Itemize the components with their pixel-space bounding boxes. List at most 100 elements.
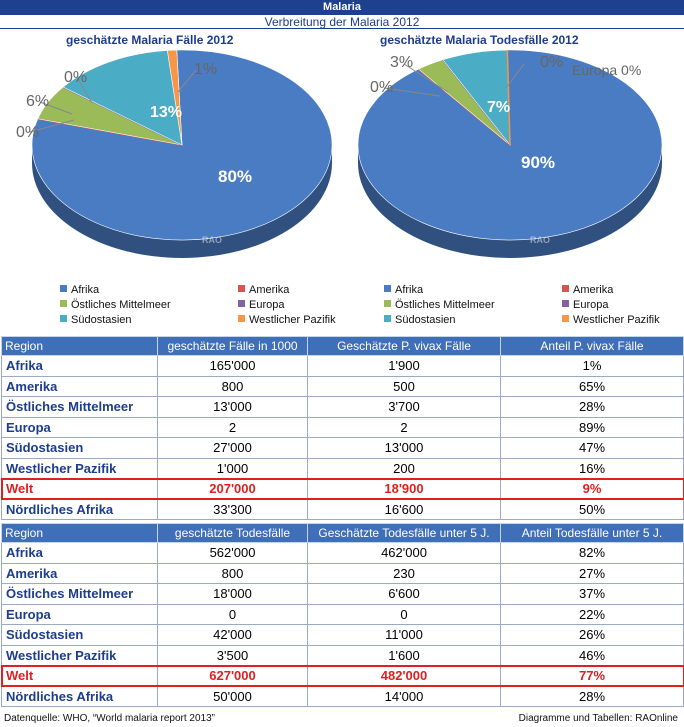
table-header-cell: Region bbox=[1, 523, 158, 543]
table-row: Amerika 800 230 27% bbox=[1, 562, 684, 584]
table-cell: 77% bbox=[500, 665, 684, 687]
table-cell: 800 bbox=[157, 375, 308, 397]
table-row: Welt 207'000 18'900 9% bbox=[0, 477, 684, 500]
table-row: Nördliches Afrika 50'000 14'000 28% bbox=[1, 685, 684, 707]
table-cell: Östliches Mittelmeer bbox=[1, 583, 158, 605]
legend-item-afrika: Afrika bbox=[60, 284, 99, 297]
table-cell: 82% bbox=[500, 542, 684, 564]
pie-slice-westlicher-pazifik bbox=[167, 49, 183, 146]
table-cell: 50% bbox=[500, 498, 684, 520]
page-subtitle: Verbreitung der Malaria 2012 bbox=[0, 15, 684, 29]
table-cell: 18'900 bbox=[307, 478, 501, 500]
table-cell: 13'000 bbox=[307, 437, 501, 459]
legend-label: Westlicher Pazifik bbox=[249, 314, 336, 326]
table-cell: 562'000 bbox=[157, 542, 308, 564]
data-label-stliches-mittelmeer: 6% bbox=[26, 93, 49, 110]
table-cell: 13'000 bbox=[157, 396, 308, 418]
table-header-cell: geschätzte Todesfälle bbox=[157, 523, 308, 543]
table-cell: 47% bbox=[500, 437, 684, 459]
data-label-europa: Europa 0% bbox=[572, 62, 641, 78]
table-cell: 27% bbox=[500, 562, 684, 584]
table-cell: 3'500 bbox=[157, 644, 308, 666]
table-cell: 11'000 bbox=[307, 624, 501, 646]
pie-deaths: RAO 90% 0% 3% Europa 0% 7% 0% bbox=[357, 49, 663, 258]
legend-label: Westlicher Pazifik bbox=[573, 314, 660, 326]
table-cell: Südostasien bbox=[1, 624, 158, 646]
legend-swatch bbox=[238, 315, 245, 322]
table-cell: 462'000 bbox=[307, 542, 501, 564]
table-cell: 500 bbox=[307, 375, 501, 397]
data-label-stliches-mittelmeer: 3% bbox=[390, 54, 413, 71]
table-cell: 1% bbox=[500, 355, 684, 377]
table-cell: 2 bbox=[307, 416, 501, 438]
table-header-cell: geschätzte Fälle in 1000 bbox=[157, 336, 308, 356]
legend-item-westlicher-pazifik: Westlicher Pazifik bbox=[562, 314, 660, 327]
table-row: Östliches Mittelmeer 18'000 6'600 37% bbox=[1, 583, 684, 605]
legend-item-amerika: Amerika bbox=[562, 284, 613, 297]
legend-label: Europa bbox=[573, 299, 609, 311]
table-cell: 6'600 bbox=[307, 583, 501, 605]
table-header-cell: Anteil P. vivax Fälle bbox=[500, 336, 684, 356]
table-cell: 3'700 bbox=[307, 396, 501, 418]
table-cell: 800 bbox=[157, 562, 308, 584]
legend-item-stliches-mittelmeer: Östliches Mittelmeer bbox=[60, 299, 171, 312]
pie-charts: RAO 80% 0% 6% 0% 13% 1% RAO 90% 0% 3% Europa 0% 7% 0% bbox=[16, 49, 663, 258]
leader-line bbox=[39, 101, 73, 115]
table-cell: 26% bbox=[500, 624, 684, 646]
table-cell: Südostasien bbox=[1, 437, 158, 459]
table-row: Westlicher Pazifik 3'500 1'600 46% bbox=[1, 644, 684, 666]
leader-line bbox=[177, 69, 197, 93]
legend-item-europa: Europa bbox=[562, 299, 608, 312]
table-cell: 28% bbox=[500, 685, 684, 707]
legend-label: Südostasien bbox=[395, 314, 456, 326]
leader-line bbox=[383, 87, 441, 97]
table-cell: 16'600 bbox=[307, 498, 501, 520]
table-row: Nördliches Afrika 33'300 16'600 50% bbox=[1, 498, 684, 520]
pie-cases-title: geschätzte Malaria Fälle 2012 bbox=[66, 33, 234, 47]
table-row: Europa 0 0 22% bbox=[1, 603, 684, 625]
legend-label: Östliches Mittelmeer bbox=[71, 299, 171, 311]
legend-label: Afrika bbox=[395, 284, 424, 296]
legend-item-europa: Europa bbox=[238, 299, 284, 312]
table-cell: 0 bbox=[157, 603, 308, 625]
data-label-westlicher-pazifik: 1% bbox=[194, 61, 217, 78]
table-cases: Region geschätzte Fälle in 1000 Geschätzte… bbox=[0, 336, 684, 520]
legend-label: Europa bbox=[249, 299, 285, 311]
data-label-s-dostasien: 7% bbox=[487, 99, 510, 116]
table-cell: Nördliches Afrika bbox=[1, 685, 158, 707]
watermark: RAO bbox=[202, 235, 222, 245]
legend-label: Amerika bbox=[573, 284, 614, 296]
legend-swatch bbox=[384, 300, 391, 307]
table-cell: 37% bbox=[500, 583, 684, 605]
table-cell: 33'300 bbox=[157, 498, 308, 520]
table-row: Südostasien 42'000 11'000 26% bbox=[1, 624, 684, 646]
legend-swatch bbox=[562, 285, 569, 292]
table-row: Welt 627'000 482'000 77% bbox=[0, 664, 684, 687]
table-cell: Welt bbox=[1, 478, 158, 500]
leader-line bbox=[403, 63, 449, 93]
table-cell: Welt bbox=[1, 665, 158, 687]
table-header-cell: Geschätzte P. vivax Fälle bbox=[307, 336, 501, 356]
pie-cases-legend: Afrika Amerika Östliches Mittelmeer Europa S… bbox=[60, 284, 360, 329]
table-cell: 9% bbox=[500, 478, 684, 500]
table-cell: 230 bbox=[307, 562, 501, 584]
legend-item-s-dostasien: Südostasien bbox=[60, 314, 132, 327]
table-cell: Nördliches Afrika bbox=[1, 498, 158, 520]
table-row: Östliches Mittelmeer 13'000 3'700 28% bbox=[1, 396, 684, 418]
legend-swatch bbox=[384, 315, 391, 322]
pie-deaths-title: geschätzte Malaria Todesfälle 2012 bbox=[380, 33, 579, 47]
legend-swatch bbox=[384, 285, 391, 292]
legend-item-afrika: Afrika bbox=[384, 284, 423, 297]
table-cell: 89% bbox=[500, 416, 684, 438]
legend-label: Afrika bbox=[71, 284, 100, 296]
legend-swatch bbox=[238, 300, 245, 307]
table-cell: 1'900 bbox=[307, 355, 501, 377]
table-cell: 482'000 bbox=[307, 665, 501, 687]
pie-slice-s-dostasien bbox=[442, 49, 511, 146]
table-cell: 14'000 bbox=[307, 685, 501, 707]
leader-line bbox=[77, 78, 93, 104]
table-cell: 1'000 bbox=[157, 457, 308, 479]
pie-side bbox=[358, 145, 662, 258]
data-label-amerika: 0% bbox=[16, 124, 39, 141]
table-header-cell: Geschätzte Todesfälle unter 5 J. bbox=[307, 523, 501, 543]
